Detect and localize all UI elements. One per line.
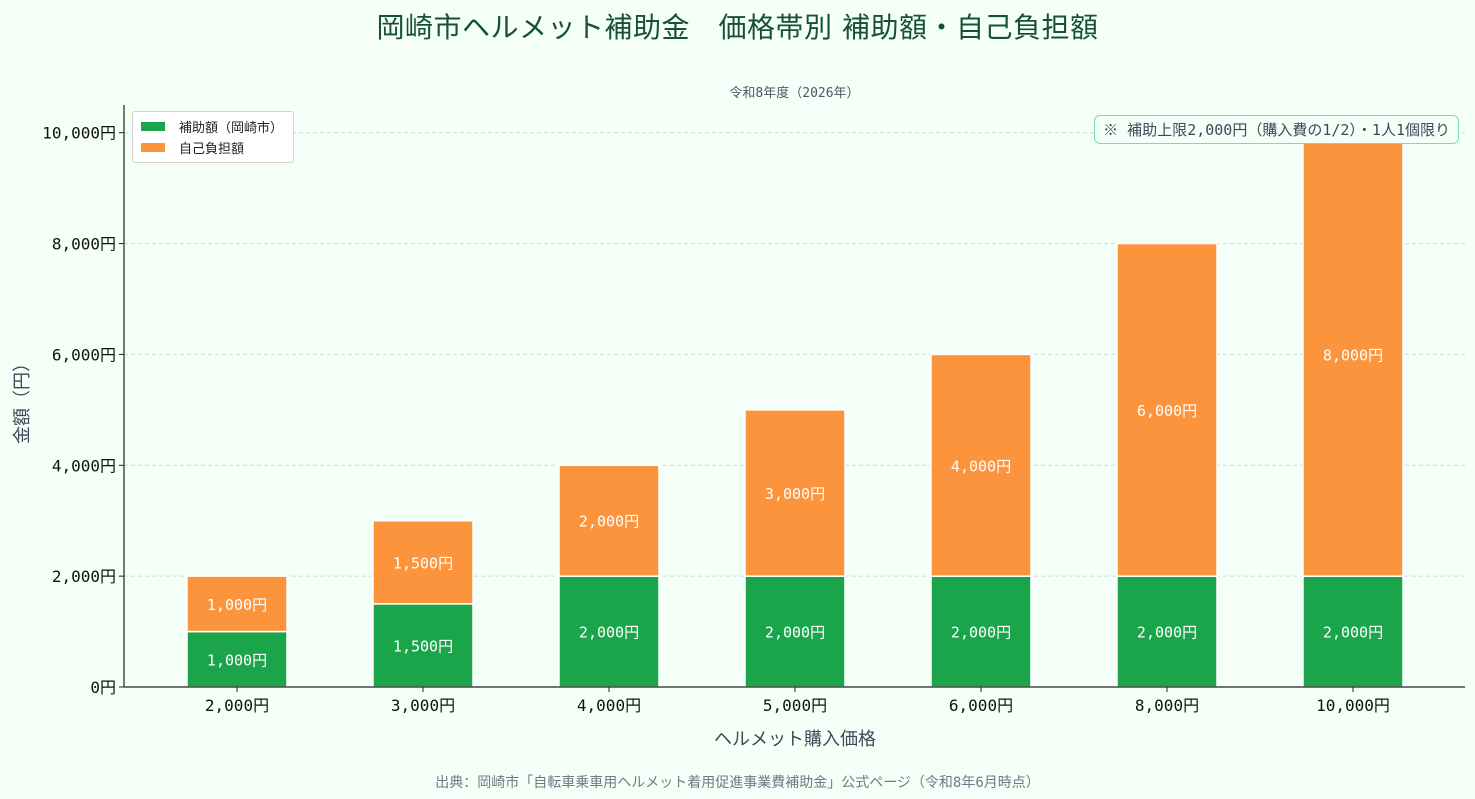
bar-value-label: 8,000円: [1323, 346, 1383, 364]
x-tick-label: 2,000円: [205, 696, 269, 715]
x-tick-label: 3,000円: [391, 696, 455, 715]
bar-value-label: 1,500円: [393, 637, 453, 655]
y-tick-label: 8,000円: [52, 235, 116, 254]
legend-item-self-pay: 自己負担額: [141, 137, 283, 158]
x-tick-label: 8,000円: [1135, 696, 1199, 715]
x-tick-label: 6,000円: [949, 696, 1013, 715]
legend-label-subsidy: 補助額（岡崎市）: [179, 121, 284, 136]
bar-value-label: 2,000円: [579, 624, 639, 642]
y-tick-label: 0円: [90, 678, 116, 697]
bar-subsidy: [186, 630, 288, 688]
x-tick-label: 5,000円: [763, 696, 827, 715]
legend-swatch-self-pay: [141, 143, 165, 152]
bars: 1,000円 1,000円 1,500円 1,500円 2,000円 2,000円 2,00…: [186, 131, 1404, 688]
bar-value-label: 4,000円: [951, 457, 1011, 475]
y-tick-label: 10,000円: [42, 124, 116, 143]
bar-self-pay: [372, 519, 474, 605]
bar-value-label: 2,000円: [951, 624, 1011, 642]
bar-subsidy: [558, 575, 660, 688]
bar-value-label: 1,000円: [207, 651, 267, 669]
chart-title: 岡崎市ヘルメット補助金 価格帯別 補助額・自己負担額: [376, 11, 1099, 44]
bar-value-label: 2,000円: [579, 513, 639, 531]
y-tick-label: 6,000円: [52, 345, 116, 364]
y-tick-label: 2,000円: [52, 567, 116, 586]
chart-legend: 補助額（岡崎市） 自己負担額: [132, 111, 295, 163]
bar-value-label: 2,000円: [1137, 624, 1197, 642]
source-citation: 出典：岡崎市「自転車乗車用ヘルメット着用促進事業費補助金」公式ページ（令和8年6…: [435, 775, 1040, 791]
bar-self-pay: [1302, 131, 1404, 577]
bar-value-label: 1,000円: [207, 596, 267, 614]
bar-value-label: 3,000円: [765, 485, 825, 503]
bar-self-pay: [930, 353, 1032, 577]
bar-value-label: 2,000円: [765, 624, 825, 642]
x-axis-label: ヘルメット購入価格: [714, 729, 876, 750]
legend-swatch-subsidy: [141, 122, 165, 131]
bar-self-pay: [558, 464, 660, 577]
legend-item-subsidy: 補助額（岡崎市）: [141, 116, 283, 137]
bar-subsidy: [1302, 575, 1404, 688]
bar-subsidy: [1116, 575, 1218, 688]
x-tick-label: 4,000円: [577, 696, 641, 715]
chart-subtitle: 令和8年度（2026年）: [729, 86, 860, 101]
x-tick-label: 10,000円: [1316, 696, 1390, 715]
bar-subsidy: [930, 575, 1032, 688]
subsidy-limit-note: ※ 補助上限2,000円（購入費の1/2）・1人1個限り: [1094, 115, 1459, 144]
bar-value-label: 1,500円: [393, 554, 453, 572]
axes: 0円 2,000円 4,000円 6,000円 8,000円 10,000円 2,000円 3…: [42, 105, 1465, 715]
bar-value-label: 6,000円: [1137, 402, 1197, 420]
y-axis-label: 金額（円）: [12, 354, 33, 444]
bar-self-pay: [1116, 242, 1218, 577]
bar-self-pay: [186, 575, 288, 633]
bar-value-label: 2,000円: [1323, 624, 1383, 642]
legend-label-self-pay: 自己負担額: [179, 142, 245, 157]
y-tick-label: 4,000円: [52, 456, 116, 475]
bar-subsidy: [372, 603, 474, 688]
bar-self-pay: [744, 409, 846, 577]
